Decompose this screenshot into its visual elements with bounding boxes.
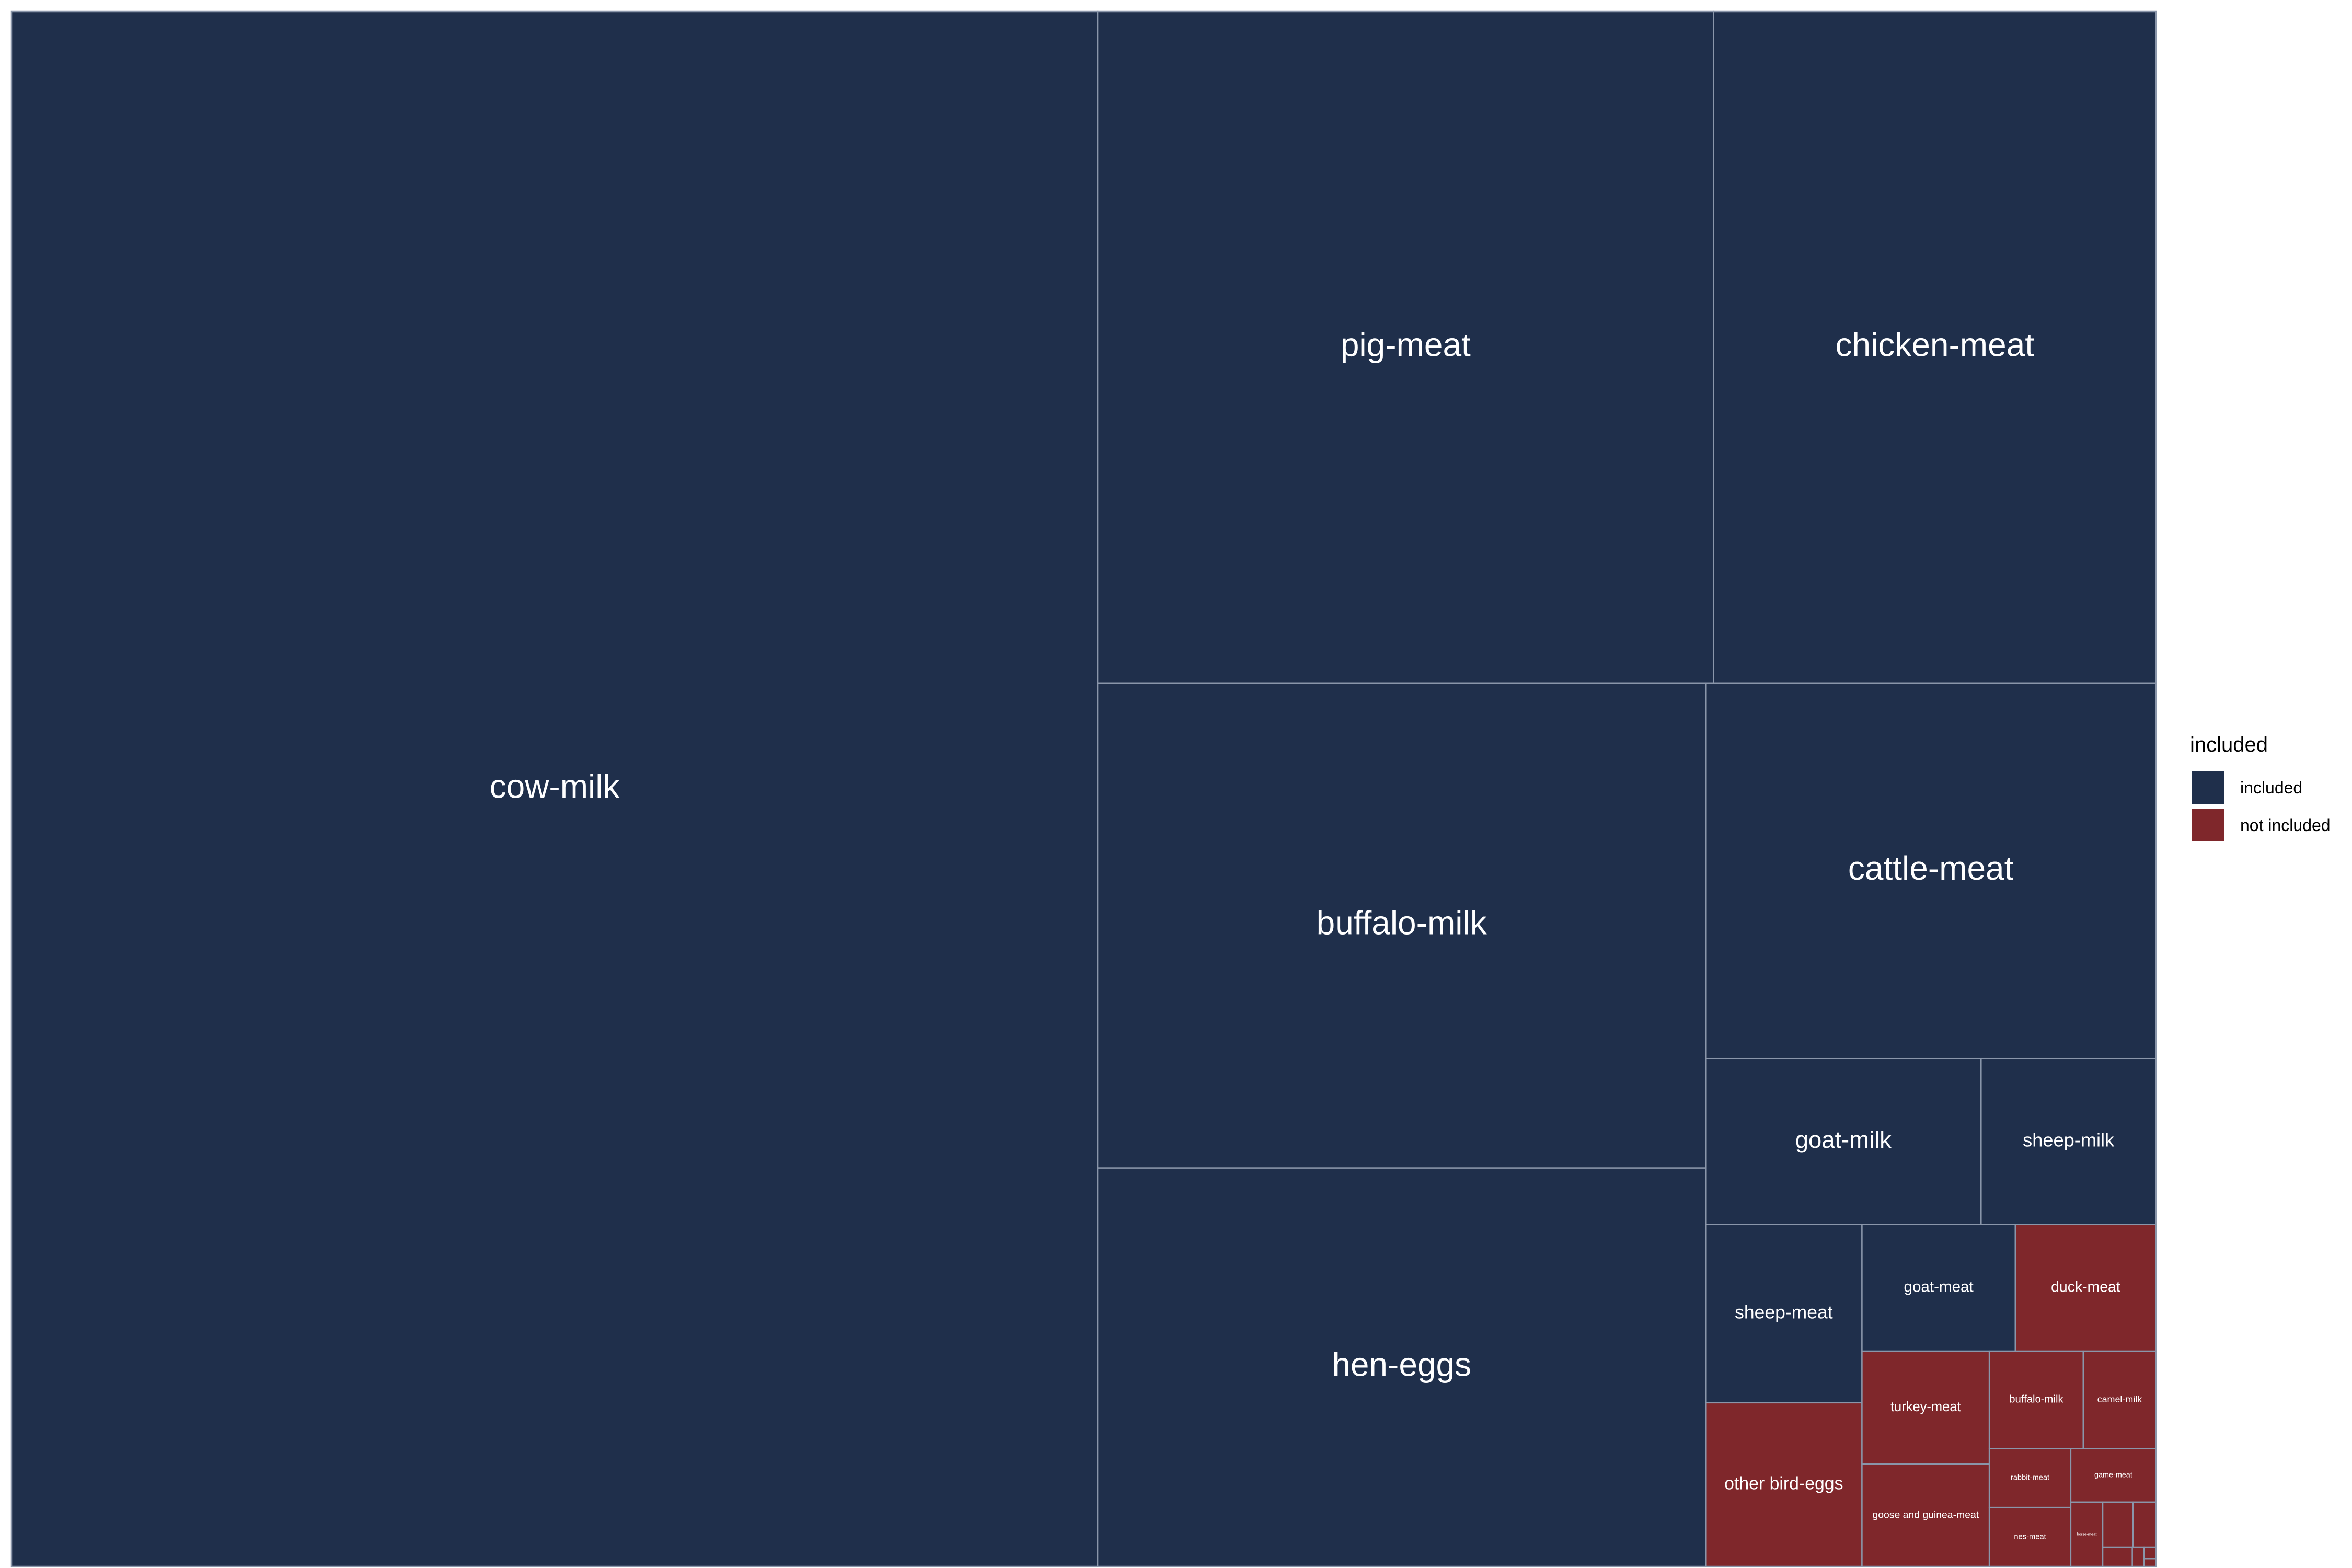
- tile-rect-pig-meat: [1097, 10, 1714, 684]
- tile-rect-turkey-meat: [1861, 1350, 1990, 1465]
- tile-label-goat-meat: goat-meat: [1904, 1278, 1973, 1296]
- tile-rect-hen-eggs: [1097, 1167, 1707, 1567]
- tile-goose-and-guinea-meat: goose and guinea-meat: [1861, 1463, 1990, 1567]
- tile-rect-unlabeled-24: [2143, 1546, 2157, 1560]
- legend-swatch-not-included: [2192, 809, 2224, 841]
- tile-cattle-meat: cattle-meat: [1705, 682, 2157, 1059]
- tile-rect-cow-milk: [10, 10, 1099, 1567]
- tile-rect-horse-meat: [2070, 1501, 2104, 1567]
- tile-rect-unlabeled-22: [2102, 1546, 2133, 1567]
- tile-unlabeled-22: [2102, 1546, 2133, 1567]
- tile-label-camel-milk: camel-milk: [2097, 1394, 2142, 1404]
- tile-goat-milk: goat-milk: [1705, 1057, 1982, 1225]
- tile-label-game-meat: game-meat: [2094, 1471, 2132, 1479]
- tile-label-pig-meat: pig-meat: [1341, 326, 1471, 363]
- tile-unlabeled-23: [2131, 1546, 2145, 1567]
- tile-unlabeled-25: [2143, 1558, 2157, 1567]
- tile-label-other-bird-eggs: other bird-eggs: [1724, 1473, 1843, 1493]
- tile-rect-goose-and-guinea-meat: [1861, 1463, 1990, 1567]
- tile-rect-unlabeled-20: [2102, 1501, 2134, 1548]
- tile-pig-meat: pig-meat: [1097, 10, 1714, 684]
- tile-rect-rabbit-meat: [1988, 1448, 2072, 1508]
- tile-rabbit-meat: rabbit-meat: [1988, 1448, 2072, 1508]
- tile-turkey-meat: turkey-meat: [1861, 1350, 1990, 1465]
- tile-unlabeled-24: [2143, 1546, 2157, 1560]
- legend: included included not included: [2190, 733, 2331, 841]
- tile-label-goose-and-guinea-meat: goose and guinea-meat: [1872, 1509, 1979, 1520]
- tile-rect-unlabeled-25: [2143, 1558, 2157, 1567]
- tile-buffalo-milk: buffalo-milk: [1097, 682, 1707, 1169]
- tile-label-horse-meat: horse-meat: [2077, 1531, 2097, 1536]
- legend-title: included: [2190, 733, 2268, 756]
- tile-duck-meat: duck-meat: [2014, 1224, 2157, 1352]
- tile-unlabeled-20: [2102, 1501, 2134, 1548]
- tile-rect-duck-meat: [2014, 1224, 2157, 1352]
- legend-label-not-included: not included: [2240, 816, 2331, 835]
- tile-rect-camel-milk: [2082, 1350, 2157, 1449]
- tile-label-hen-eggs: hen-eggs: [1332, 1346, 1471, 1383]
- tile-horse-meat: horse-meat: [2070, 1501, 2104, 1567]
- tile-nes-meat: nes-meat: [1988, 1506, 2072, 1567]
- tile-label-turkey-meat: turkey-meat: [1890, 1400, 1961, 1414]
- tile-chicken-meat: chicken-meat: [1713, 10, 2157, 684]
- tile-game-meat: game-meat: [2070, 1448, 2157, 1503]
- tile-rect-sheep-milk: [1980, 1057, 2157, 1225]
- tile-sheep-milk: sheep-milk: [1980, 1057, 2157, 1225]
- tile-label-sheep-milk: sheep-milk: [2023, 1129, 2115, 1151]
- tile-rect-game-meat: [2070, 1448, 2157, 1503]
- tile-label-goat-milk: goat-milk: [1795, 1126, 1892, 1153]
- tile-rect-cattle-meat: [1705, 682, 2157, 1059]
- tile-hen-eggs: hen-eggs: [1097, 1167, 1707, 1567]
- tile-rect-unlabeled-21: [2132, 1501, 2157, 1548]
- tile-label-sheep-meat: sheep-meat: [1735, 1302, 1833, 1323]
- tile-rect-goat-milk: [1705, 1057, 1982, 1225]
- tile-other-bird-eggs: other bird-eggs: [1705, 1402, 1863, 1567]
- tile-cow-milk: cow-milk: [10, 10, 1099, 1567]
- tile-rect-other-bird-eggs: [1705, 1402, 1863, 1567]
- legend-label-included: included: [2240, 778, 2302, 797]
- tile-label-buffalo-milk: buffalo-milk: [2009, 1394, 2063, 1405]
- treemap-tiles: cow-milk pig-meat chicken-meat buffalo-milk…: [10, 10, 2157, 1567]
- tile-rect-nes-meat: [1988, 1506, 2072, 1567]
- tile-rect-buffalo-milk: [1097, 682, 1707, 1169]
- tile-label-chicken-meat: chicken-meat: [1835, 326, 2034, 363]
- tile-rect-chicken-meat: [1713, 10, 2157, 684]
- tile-label-cow-milk: cow-milk: [490, 767, 620, 805]
- tile-camel-milk: camel-milk: [2082, 1350, 2157, 1449]
- legend-swatch-included: [2192, 771, 2224, 804]
- tile-label-rabbit-meat: rabbit-meat: [2011, 1474, 2049, 1482]
- tile-buffalo-milk: buffalo-milk: [1988, 1350, 2084, 1449]
- tile-label-nes-meat: nes-meat: [2014, 1532, 2046, 1541]
- tile-rect-unlabeled-23: [2131, 1546, 2145, 1567]
- tile-label-cattle-meat: cattle-meat: [1848, 849, 2014, 887]
- tile-sheep-meat: sheep-meat: [1705, 1224, 1863, 1404]
- tile-goat-meat: goat-meat: [1861, 1224, 2016, 1352]
- tile-label-duck-meat: duck-meat: [2051, 1278, 2120, 1295]
- tile-unlabeled-21: [2132, 1501, 2157, 1548]
- tile-label-buffalo-milk: buffalo-milk: [1317, 904, 1488, 942]
